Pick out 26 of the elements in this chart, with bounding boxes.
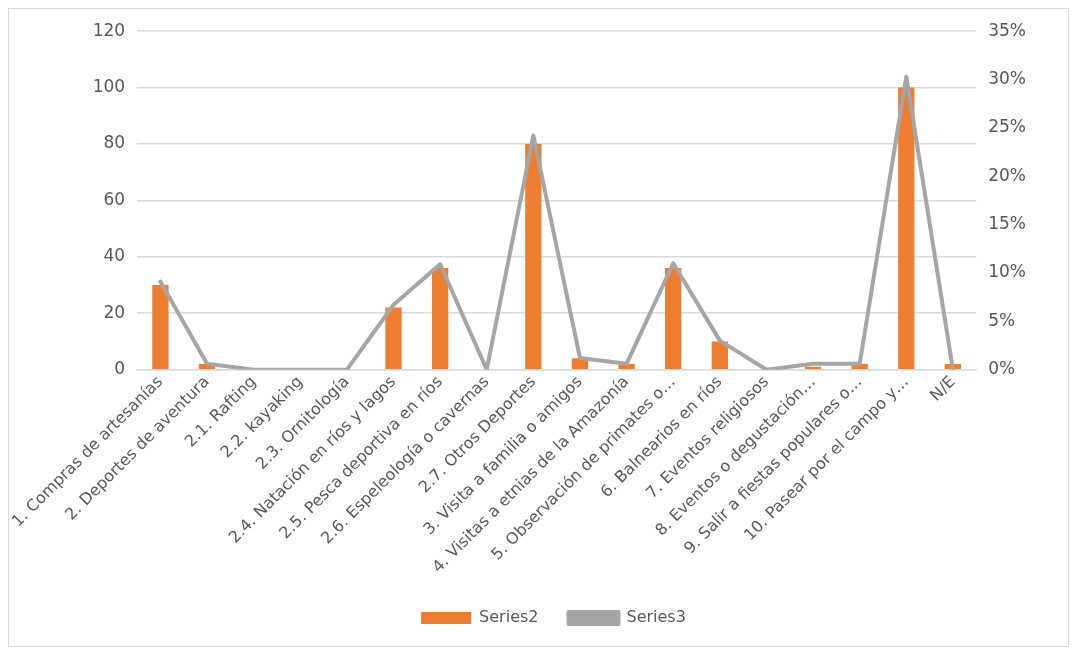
x-tick-label: N/E bbox=[925, 371, 959, 405]
bar bbox=[711, 341, 728, 369]
bar bbox=[385, 307, 402, 369]
y-tick-label: 40 bbox=[103, 245, 126, 266]
y2-tick-label: 25% bbox=[988, 116, 1027, 137]
y2-tick-label: 35% bbox=[988, 19, 1027, 40]
y2-tick-label: 10% bbox=[988, 261, 1027, 282]
y-tick-label: 20 bbox=[103, 301, 126, 322]
y2-tick-label: 30% bbox=[988, 67, 1027, 88]
bar bbox=[152, 285, 169, 369]
y-tick-label: 0 bbox=[114, 358, 126, 379]
bar bbox=[525, 144, 542, 369]
bar bbox=[898, 87, 915, 369]
bar bbox=[665, 268, 682, 369]
y-tick-label: 120 bbox=[92, 19, 126, 40]
y2-tick-label: 0% bbox=[988, 358, 1016, 379]
y2-tick-label: 20% bbox=[988, 164, 1027, 185]
y-tick-label: 100 bbox=[92, 76, 126, 97]
legend-label: Series3 bbox=[626, 607, 686, 627]
bar bbox=[431, 268, 449, 369]
y-tick-label: 80 bbox=[103, 132, 126, 153]
y2-tick-label: 15% bbox=[988, 213, 1027, 234]
y-tick-label: 60 bbox=[103, 188, 126, 209]
legend-label: Series2 bbox=[479, 607, 539, 627]
bar bbox=[804, 366, 822, 369]
y2-tick-label: 5% bbox=[988, 309, 1016, 330]
